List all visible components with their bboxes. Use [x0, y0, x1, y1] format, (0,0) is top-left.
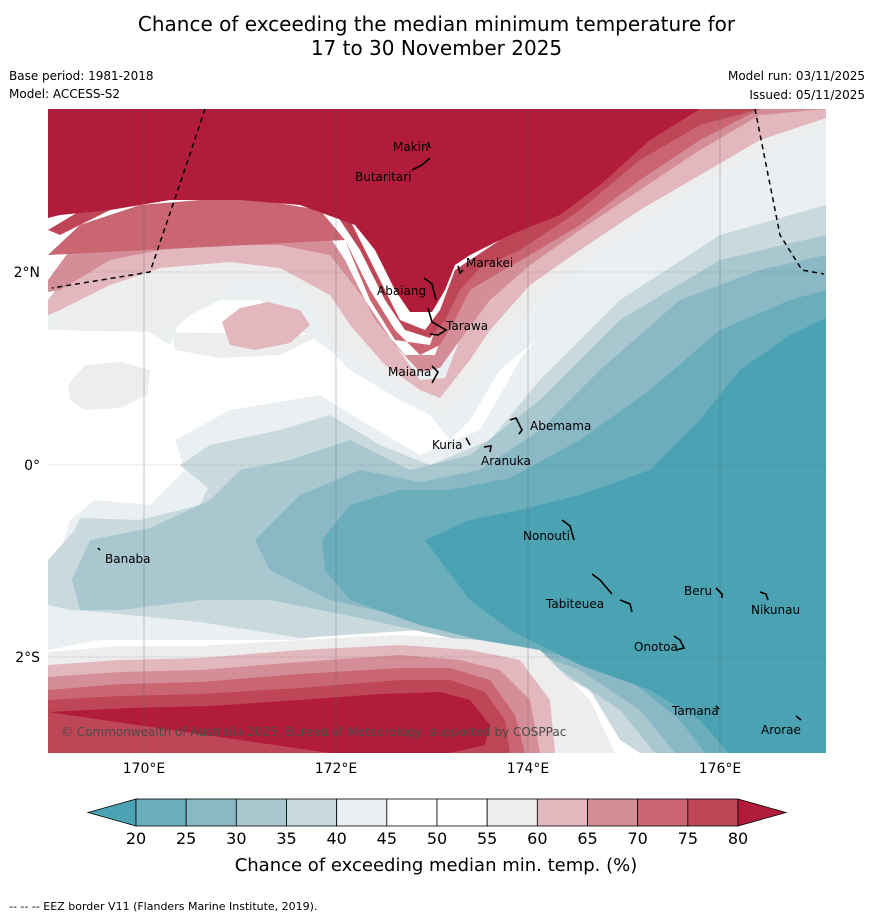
graticule: [48, 109, 826, 753]
island-label: Makin: [393, 140, 429, 154]
colorbar-tick-label: 60: [527, 829, 547, 848]
colorbar-tick-label: 70: [627, 829, 647, 848]
latitude-labels: 2°N 0° 2°S: [14, 265, 41, 666]
lat-tick-label: 2°N: [14, 265, 40, 281]
island-label: Tabiteuea: [545, 597, 604, 611]
probability-field: [48, 109, 826, 753]
colorbar-bin: [637, 798, 689, 827]
title-line-1: Chance of exceeding the median minimum t…: [137, 12, 736, 36]
lat-tick-label: 2°S: [15, 650, 40, 666]
island-outlines: [97, 141, 802, 721]
island-label: Nonouti: [523, 529, 570, 543]
colorbar-tick-label: 30: [226, 829, 246, 848]
longitude-labels: 170°E 172°E 174°E 176°E: [123, 761, 742, 777]
colorbar-bin: [436, 798, 488, 827]
colorbar-bin: [235, 798, 287, 827]
island-label: Tamana: [671, 704, 719, 718]
model-name: Model: ACCESS-S2: [9, 87, 121, 101]
colorbar-bin: [687, 798, 739, 827]
colorbar-tick-label: 80: [728, 829, 748, 848]
colorbar-bin: [587, 798, 639, 827]
colorbar-tick-label: 25: [176, 829, 196, 848]
issued-date: Issued: 05/11/2025: [749, 88, 865, 102]
colorbar-bin: [536, 798, 588, 827]
colorbar-over-arrow: [737, 798, 788, 827]
colorbar: 20 25 30 35 40 45 50 55 60 65 70 75 80: [86, 798, 788, 848]
island-label: Marakei: [466, 256, 513, 270]
island-label: Nikunau: [751, 603, 800, 617]
colorbar-bin: [386, 798, 438, 827]
colorbar-under-arrow: [86, 798, 137, 827]
island-label: Butaritari: [355, 170, 412, 184]
colorbar-bin: [286, 798, 338, 827]
colorbar-tick-label: 55: [477, 829, 497, 848]
island-labels: Makin Butaritari Marakei Abaiang Tarawa …: [105, 140, 801, 737]
island-label: Abemama: [530, 419, 591, 433]
island-label: Beru: [684, 584, 712, 598]
colorbar-tick-label: 45: [377, 829, 397, 848]
lon-tick-label: 174°E: [507, 761, 550, 777]
island-label: Aranuka: [481, 454, 531, 468]
island-label: Arorae: [761, 723, 801, 737]
colorbar-tick-label: 35: [276, 829, 296, 848]
copyright-notice: © Commonwealth of Australia 2025, Bureau…: [61, 725, 566, 739]
colorbar-bin: [486, 798, 538, 827]
lon-tick-label: 176°E: [699, 761, 742, 777]
colorbar-tick-label: 65: [577, 829, 597, 848]
base-period: Base period: 1981-2018: [9, 69, 154, 83]
colorbar-tick-label: 20: [126, 829, 146, 848]
island-label: Tarawa: [445, 319, 488, 333]
colorbar-bin: [336, 798, 388, 827]
island-label: Banaba: [105, 552, 151, 566]
colorbar-bin: [135, 798, 187, 827]
lon-tick-label: 170°E: [123, 761, 166, 777]
chart-title: Chance of exceeding the median minimum t…: [0, 12, 873, 60]
eez-legend-note: -- -- -- EEZ border V11 (Flanders Marine…: [9, 900, 318, 913]
colorbar-tick-label: 50: [427, 829, 447, 848]
island-label: Onotoa: [634, 640, 678, 654]
colorbar-bin: [185, 798, 237, 827]
colorbar-title: Chance of exceeding median min. temp. (%…: [235, 855, 638, 876]
title-line-2: 17 to 30 November 2025: [310, 36, 563, 60]
model-run-date: Model run: 03/11/2025: [727, 69, 865, 83]
island-label: Kuria: [432, 438, 463, 452]
lon-tick-label: 172°E: [315, 761, 358, 777]
lat-tick-label: 0°: [24, 458, 40, 474]
island-label: Maiana: [388, 365, 431, 379]
eez-border: [51, 108, 825, 289]
colorbar-tick-label: 75: [678, 829, 698, 848]
colorbar-tick-label: 40: [326, 829, 346, 848]
island-label: Abaiang: [377, 284, 426, 298]
